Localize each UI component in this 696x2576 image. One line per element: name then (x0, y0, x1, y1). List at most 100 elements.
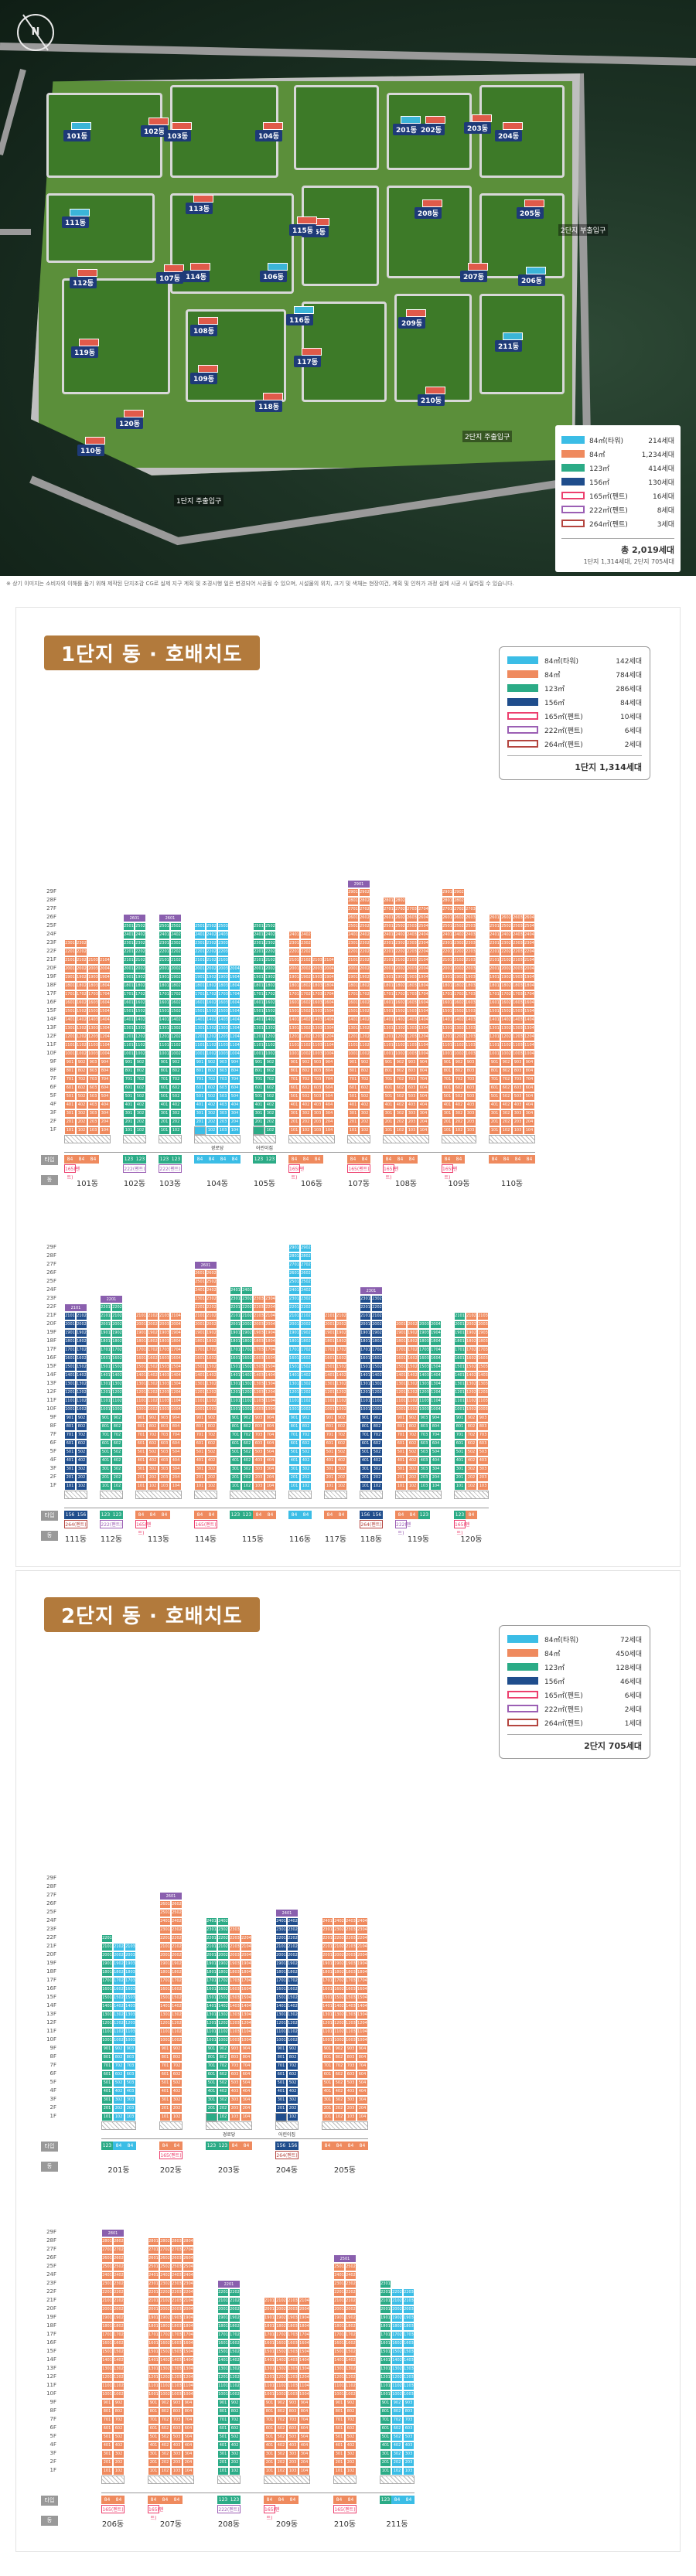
unit-cell[interactable]: 203 (418, 1474, 430, 1482)
unit-cell[interactable]: 2203 (403, 2288, 415, 2297)
unit-cell[interactable]: 1401 (135, 1371, 147, 1380)
unit-cell[interactable]: 1801 (194, 1337, 206, 1346)
unit-cell[interactable]: 402 (76, 1457, 87, 1465)
unit-cell[interactable]: 1301 (454, 1380, 466, 1389)
unit-cell[interactable]: 1203 (217, 1033, 229, 1041)
unit-cell[interactable]: 202 (217, 2104, 229, 2113)
unit-cell[interactable]: 1601 (253, 999, 264, 1007)
unit-cell[interactable]: 401 (324, 1457, 336, 1465)
unit-cell[interactable]: 204 (418, 1118, 429, 1126)
unit-cell[interactable]: 204 (357, 2104, 368, 2113)
unit-cell[interactable]: 903 (159, 1414, 170, 1423)
unit-cell[interactable]: 602 (217, 2070, 229, 2079)
unit-cell[interactable]: 903 (87, 1058, 99, 1067)
unit-cell[interactable]: 1201 (194, 1033, 206, 1041)
unit-cell[interactable]: 2003 (312, 965, 323, 973)
unit-cell[interactable]: 1003 (406, 1050, 418, 1058)
unit-cell[interactable]: 703 (87, 1075, 99, 1084)
unit-cell[interactable]: 1301 (100, 1380, 111, 1389)
unit-cell[interactable]: 1803 (403, 2322, 415, 2331)
unit-cell[interactable]: 903 (253, 1414, 264, 1423)
unit-cell[interactable]: 302 (76, 1109, 87, 1118)
unit-cell[interactable]: 1404 (229, 1016, 241, 1024)
unit-cell[interactable]: 1401 (101, 2002, 113, 2011)
unit-cell[interactable]: 1501 (333, 2348, 345, 2356)
unit-cell[interactable]: 1001 (383, 1050, 394, 1058)
unit-cell[interactable]: 2402 (113, 2271, 125, 2280)
unit-cell[interactable]: 1001 (347, 1050, 359, 1058)
unit-cell[interactable]: 702 (241, 1431, 253, 1440)
unit-cell[interactable]: 2002 (159, 2305, 171, 2314)
unit-cell[interactable]: 1002 (113, 2036, 125, 2045)
unit-cell[interactable]: 1704 (524, 990, 535, 999)
unit-cell[interactable]: 2004 (357, 1951, 368, 1960)
unit-cell[interactable]: 401 (347, 1101, 359, 1109)
unit-cell[interactable]: 1204 (183, 2373, 194, 2382)
unit-cell[interactable]: 1104 (357, 2028, 368, 2036)
unit-cell[interactable]: 2103 (406, 956, 418, 965)
unit-cell[interactable]: 1702 (229, 2331, 241, 2339)
unit-cell[interactable]: 103 (418, 1482, 430, 1491)
unit-cell[interactable]: 401 (253, 1101, 264, 1109)
unit-cell[interactable]: 702 (159, 2416, 171, 2424)
unit-cell[interactable]: 1602 (345, 2339, 357, 2348)
unit-cell[interactable]: 1101 (194, 1041, 206, 1050)
unit-cell[interactable]: 2002 (300, 965, 312, 973)
unit-cell[interactable]: 2001 (194, 965, 206, 973)
unit-cell[interactable]: 503 (229, 2079, 241, 2087)
unit-cell[interactable]: 1601 (324, 1354, 336, 1363)
unit-cell[interactable]: 1601 (159, 1985, 171, 1994)
unit-cell[interactable]: 302 (391, 2450, 403, 2458)
unit-cell[interactable]: 1901 (135, 1329, 147, 1337)
unit-cell[interactable]: 1102 (359, 1041, 370, 1050)
unit-cell[interactable]: 502 (275, 2433, 287, 2441)
unit-cell[interactable]: 1803 (217, 982, 229, 990)
unit-cell[interactable]: 2902 (300, 1244, 312, 1252)
unit-cell[interactable]: 403 (465, 1101, 476, 1109)
unit-cell[interactable]: 301 (360, 1465, 371, 1474)
unit-cell[interactable]: 1104 (99, 1041, 111, 1050)
unit-cell[interactable]: 2003 (406, 965, 418, 973)
unit-cell[interactable]: 1202 (264, 1033, 276, 1041)
unit-cell[interactable]: 901 (322, 2045, 333, 2053)
unit-cell[interactable]: 402 (394, 1101, 406, 1109)
unit-cell[interactable]: 602 (76, 1440, 87, 1448)
unit-cell[interactable]: 1502 (113, 1994, 125, 2002)
unit-cell[interactable]: 1301 (148, 2365, 159, 2373)
unit-cell[interactable]: 401 (194, 1457, 206, 1465)
unit-cell[interactable]: 602 (206, 1440, 217, 1448)
unit-cell[interactable]: 302 (229, 2450, 241, 2458)
unit-cell[interactable]: 1901 (324, 1329, 336, 1337)
unit-cell[interactable]: 302 (170, 1109, 182, 1118)
unit-cell[interactable]: 1601 (360, 1354, 371, 1363)
unit-cell[interactable]: 403 (87, 1101, 99, 1109)
unit-cell[interactable]: 1502 (287, 1994, 299, 2002)
unit-cell[interactable]: 701 (159, 1075, 170, 1084)
unit-cell[interactable]: 1401 (360, 1371, 371, 1380)
unit-cell[interactable]: 1001 (159, 2036, 171, 2045)
unit-cell[interactable]: 1901 (64, 973, 76, 982)
unit-cell[interactable]: 1401 (64, 1371, 76, 1380)
unit-cell[interactable]: 601 (123, 1084, 135, 1092)
unit-cell[interactable]: 1702 (345, 2331, 357, 2339)
unit-cell[interactable]: 1602 (159, 2339, 171, 2348)
unit-cell[interactable]: 2002 (170, 965, 182, 973)
unit-cell[interactable]: 901 (64, 1058, 76, 1067)
unit-cell[interactable]: 1803 (418, 1337, 430, 1346)
unit-cell[interactable]: 1902 (300, 973, 312, 982)
unit-cell[interactable]: 1102 (171, 2028, 183, 2036)
unit-cell[interactable]: 1604 (241, 1985, 252, 1994)
unit-cell[interactable]: 2201 (322, 1934, 333, 1943)
unit-cell[interactable]: 2202 (229, 2288, 241, 2297)
unit-cell[interactable]: 302 (241, 1465, 253, 1474)
unit-cell[interactable]: 102 (300, 1126, 312, 1135)
unit-cell[interactable]: 1201 (206, 2019, 217, 2028)
unit-cell[interactable]: 701 (253, 1075, 264, 1084)
unit-cell[interactable]: 504 (264, 1448, 276, 1457)
unit-cell[interactable]: 1902 (217, 1960, 229, 1968)
unit-cell[interactable]: 302 (345, 2450, 357, 2458)
unit-cell[interactable]: 901 (253, 1058, 264, 1067)
unit-cell[interactable]: 1703 (418, 1346, 430, 1354)
unit-cell[interactable]: 301 (333, 2450, 345, 2458)
unit-cell[interactable]: 1902 (135, 973, 146, 982)
